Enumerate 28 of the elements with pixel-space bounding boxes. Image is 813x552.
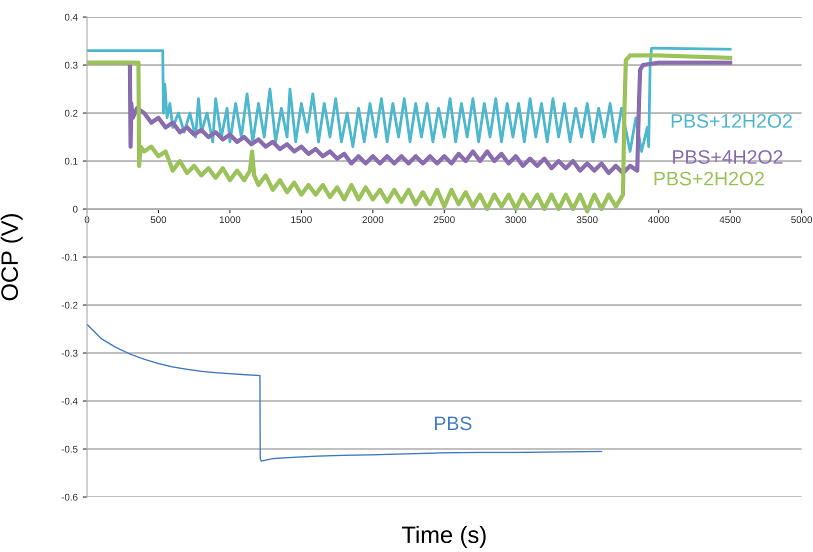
y-tick-label: -0.1 [62, 254, 78, 261]
x-tick-label: 500 [150, 216, 166, 224]
x-tick-label: 2500 [434, 216, 455, 224]
x-tick-label: 3000 [505, 216, 526, 224]
y-tick-label: 0.2 [64, 110, 78, 117]
x-tick-label: 3500 [576, 216, 598, 224]
series-label: PBS [435, 416, 472, 430]
y-tick-label: 0.4 [64, 14, 78, 21]
y-tick-label: 0.1 [64, 158, 78, 165]
x-tick-label: 5000 [791, 216, 812, 224]
x-tick-label: 1000 [220, 216, 240, 224]
y-tick-label: 0 [72, 206, 78, 213]
y-tick-label: -0.2 [62, 302, 78, 309]
x-tick-label: 1500 [291, 216, 312, 224]
y-tick-label: -0.3 [62, 350, 78, 357]
y-tick-label: 0.3 [64, 62, 78, 69]
x-tick-label: 4000 [648, 216, 670, 224]
series-label: PBS+12H2O2 [672, 114, 792, 128]
y-axis-title: OCP (V) [0, 214, 23, 300]
x-axis-title: Time (s) [402, 526, 486, 548]
x-tick-label: 4500 [720, 216, 741, 224]
y-tick-label: -0.6 [62, 494, 78, 501]
y-tick-label: -0.5 [62, 446, 78, 453]
y-tick-label: -0.4 [62, 398, 78, 405]
x-tick-label: 2000 [362, 216, 384, 224]
series-label: PBS+4H2O2 [673, 150, 782, 164]
line-series [86, 324, 602, 462]
series-label: PBS+2H2O2 [654, 172, 764, 186]
